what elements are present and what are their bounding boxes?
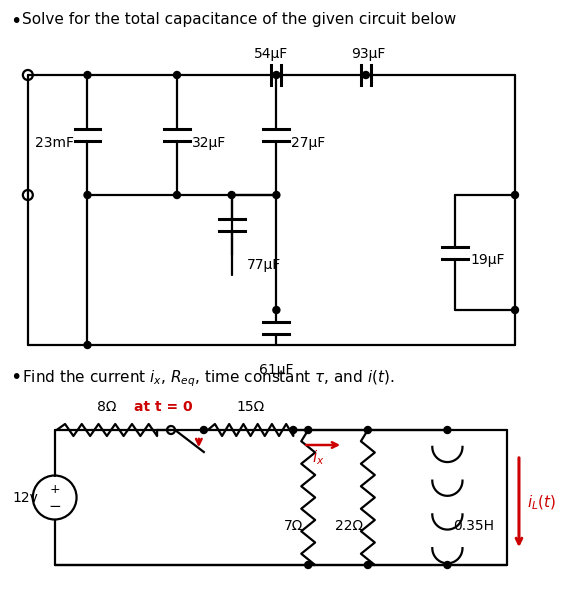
Text: 12v: 12v bbox=[13, 491, 39, 505]
Text: −: − bbox=[49, 499, 61, 514]
Text: 22Ω: 22Ω bbox=[335, 519, 363, 533]
Text: 27μF: 27μF bbox=[291, 136, 325, 150]
Circle shape bbox=[362, 72, 369, 78]
Text: 0.35H: 0.35H bbox=[453, 519, 494, 533]
Circle shape bbox=[173, 72, 180, 78]
Circle shape bbox=[273, 72, 280, 78]
Text: •: • bbox=[10, 368, 21, 387]
Text: 19μF: 19μF bbox=[470, 253, 505, 267]
Circle shape bbox=[84, 192, 91, 198]
Text: Solve for the total capacitance of the given circuit below: Solve for the total capacitance of the g… bbox=[22, 12, 456, 27]
Text: 61μF: 61μF bbox=[259, 363, 294, 377]
Text: +: + bbox=[49, 483, 60, 496]
Text: $i_L(t)$: $i_L(t)$ bbox=[527, 493, 556, 512]
Circle shape bbox=[364, 562, 371, 568]
Circle shape bbox=[228, 192, 235, 198]
Text: •: • bbox=[10, 12, 21, 31]
Text: 93μF: 93μF bbox=[351, 47, 385, 61]
Text: 32μF: 32μF bbox=[192, 136, 226, 150]
Circle shape bbox=[84, 342, 91, 348]
Circle shape bbox=[173, 192, 180, 198]
Text: 7Ω: 7Ω bbox=[284, 519, 303, 533]
Circle shape bbox=[444, 426, 451, 434]
Text: 77μF: 77μF bbox=[247, 258, 281, 272]
Circle shape bbox=[444, 562, 451, 568]
Circle shape bbox=[364, 426, 371, 434]
Circle shape bbox=[512, 192, 518, 198]
Circle shape bbox=[290, 426, 297, 434]
Circle shape bbox=[512, 306, 518, 314]
Circle shape bbox=[273, 192, 280, 198]
Circle shape bbox=[305, 426, 312, 434]
Circle shape bbox=[84, 72, 91, 78]
Text: 15Ω: 15Ω bbox=[236, 400, 265, 414]
Circle shape bbox=[273, 306, 280, 314]
Text: 8Ω: 8Ω bbox=[97, 400, 116, 414]
Text: at t = 0: at t = 0 bbox=[134, 400, 193, 414]
Text: $i_x$: $i_x$ bbox=[312, 449, 324, 468]
Text: 23mF: 23mF bbox=[35, 136, 73, 150]
Text: Find the current $i_x$, $R_{eq}$, time constant $\tau$, and $i(t)$.: Find the current $i_x$, $R_{eq}$, time c… bbox=[22, 368, 394, 389]
Circle shape bbox=[201, 426, 208, 434]
Circle shape bbox=[305, 562, 312, 568]
Text: 54μF: 54μF bbox=[254, 47, 288, 61]
